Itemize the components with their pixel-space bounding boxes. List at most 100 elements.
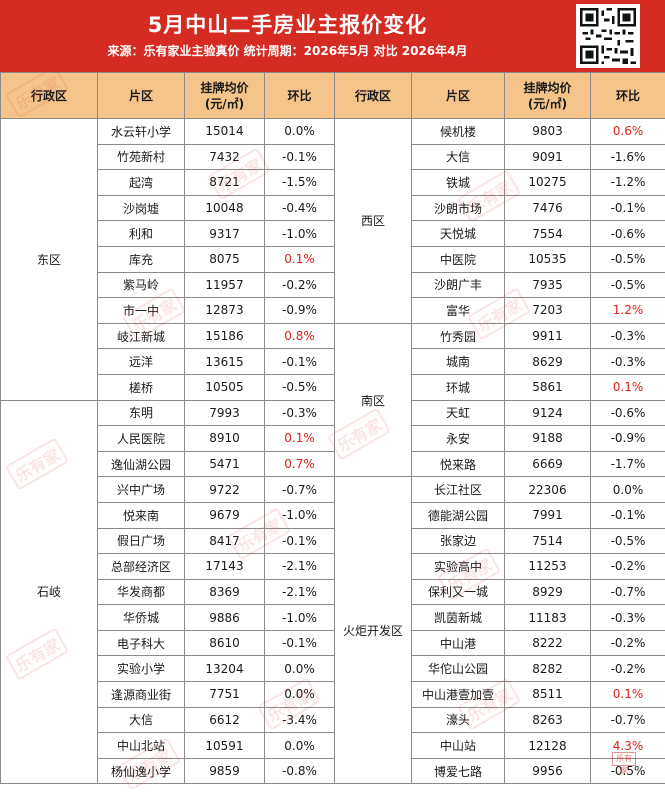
price-cell: 8629 bbox=[504, 348, 591, 375]
area-cell: 中山站 bbox=[411, 732, 505, 759]
district-cell: 东区 bbox=[0, 118, 98, 401]
area-cell: 水云轩小学 bbox=[97, 118, 185, 145]
change-cell: -0.6% bbox=[590, 399, 665, 427]
area-cell: 假日广场 bbox=[97, 527, 185, 555]
change-cell: -0.2% bbox=[590, 553, 665, 580]
change-cell: 0.8% bbox=[264, 322, 335, 350]
table-row: 逸仙湖公园 5471 0.7% 悦来路 6669 -1.7% bbox=[1, 450, 665, 478]
area-cell: 实验小学 bbox=[97, 655, 185, 683]
district-cell: 西区 bbox=[334, 118, 412, 324]
change-cell: 0.1% bbox=[264, 425, 335, 452]
change-cell: -0.7% bbox=[264, 476, 335, 503]
change-cell: -0.3% bbox=[590, 604, 665, 631]
change-cell: -0.7% bbox=[590, 706, 665, 734]
header-district: 行政区 bbox=[0, 72, 98, 119]
table-row: 库充 8075 0.1% 中医院 10535 -0.5% bbox=[1, 245, 665, 273]
area-cell: 环城 bbox=[411, 373, 505, 401]
change-cell: -1.7% bbox=[590, 450, 665, 478]
price-cell: 9091 bbox=[504, 143, 591, 171]
price-cell: 13204 bbox=[184, 655, 265, 683]
area-cell: 总部经济区 bbox=[97, 553, 185, 580]
price-cell: 10591 bbox=[184, 732, 265, 759]
table-row: 电子科大 8610 -0.1% 中山港 8222 -0.2% bbox=[1, 629, 665, 657]
change-cell: -1.0% bbox=[264, 604, 335, 631]
price-cell: 8721 bbox=[184, 169, 265, 196]
area-cell: 富华 bbox=[411, 297, 505, 324]
table-row: 竹苑新村 7432 -0.1% 大信 9091 -1.6% bbox=[1, 143, 665, 171]
price-cell: 7476 bbox=[504, 194, 591, 222]
area-cell: 竹苑新村 bbox=[97, 143, 185, 171]
area-cell: 逸仙湖公园 bbox=[97, 450, 185, 478]
change-cell: -0.1% bbox=[264, 348, 335, 375]
table-row: 利和 9317 -1.0% 天悦城 7554 -0.6% bbox=[1, 220, 665, 247]
table-row: 东区 水云轩小学 15014 0.0% 西区 候机楼 9803 0.6% bbox=[0, 118, 665, 401]
change-cell: 0.1% bbox=[590, 373, 665, 401]
price-cell: 8222 bbox=[504, 629, 591, 657]
page-subtitle: 来源：乐有家业主验真价 统计周期：2026年5月 对比 2026年4月 bbox=[107, 44, 468, 58]
area-cell: 城南 bbox=[411, 348, 505, 375]
area-cell: 德能湖公园 bbox=[411, 501, 505, 529]
header-district: 行政区 bbox=[334, 72, 412, 119]
change-cell: -0.9% bbox=[264, 297, 335, 324]
change-cell: -1.0% bbox=[264, 220, 335, 247]
price-cell: 12128 bbox=[504, 732, 591, 759]
area-cell: 岐江新城 bbox=[97, 322, 185, 350]
change-cell: -0.4% bbox=[264, 194, 335, 222]
price-cell: 9886 bbox=[184, 604, 265, 631]
table-row: 市一中 12873 -0.9% 富华 7203 1.2% bbox=[1, 297, 665, 324]
area-cell: 天虹 bbox=[411, 399, 505, 427]
table-row: 岐江新城 15186 0.8% 南区 竹秀园 9911 -0.3% bbox=[1, 322, 665, 478]
change-cell: 0.6% bbox=[590, 118, 665, 145]
price-cell: 7993 bbox=[184, 399, 265, 427]
table-row: 槎桥 10505 -0.5% 环城 5861 0.1% bbox=[1, 373, 665, 401]
price-cell: 6612 bbox=[184, 706, 265, 734]
area-cell: 华侨城 bbox=[97, 604, 185, 631]
price-cell: 10048 bbox=[184, 194, 265, 222]
price-cell: 7514 bbox=[504, 527, 591, 555]
change-cell: -0.5% bbox=[264, 373, 335, 401]
price-cell: 9803 bbox=[504, 118, 591, 145]
price-cell: 7751 bbox=[184, 681, 265, 708]
table-row: 假日广场 8417 -0.1% 张家边 7514 -0.5% bbox=[1, 527, 665, 555]
change-cell: -0.5% bbox=[590, 757, 665, 785]
table-row: 杨仙逸小学 9859 -0.8% 博爱七路 9956 -0.5% bbox=[1, 757, 665, 785]
change-cell: -0.3% bbox=[264, 399, 335, 427]
change-cell: -0.1% bbox=[590, 501, 665, 529]
area-cell: 悦来路 bbox=[411, 450, 505, 478]
table-row: 紫马岭 11957 -0.2% 沙朗广丰 7935 -0.5% bbox=[1, 271, 665, 299]
area-cell: 东明 bbox=[97, 399, 185, 427]
table-row: 远洋 13615 -0.1% 城南 8629 -0.3% bbox=[1, 348, 665, 375]
price-cell: 8910 bbox=[184, 425, 265, 452]
change-cell: -0.2% bbox=[590, 655, 665, 683]
brand-stamp-logo: 乐有家 bbox=[612, 752, 636, 775]
change-cell: -0.8% bbox=[264, 757, 335, 785]
area-cell: 张家边 bbox=[411, 527, 505, 555]
area-cell: 永安 bbox=[411, 425, 505, 452]
area-cell: 中医院 bbox=[411, 245, 505, 273]
area-cell: 紫马岭 bbox=[97, 271, 185, 299]
area-cell: 博爱七路 bbox=[411, 757, 505, 785]
area-cell: 保利又一城 bbox=[411, 578, 505, 606]
table-row: 起湾 8721 -1.5% 铁城 10275 -1.2% bbox=[1, 169, 665, 196]
change-cell: -0.6% bbox=[590, 220, 665, 247]
price-cell: 8929 bbox=[504, 578, 591, 606]
price-cell: 9317 bbox=[184, 220, 265, 247]
table-row: 大信 6612 -3.4% 濠头 8263 -0.7% bbox=[1, 706, 665, 734]
price-cell: 17143 bbox=[184, 553, 265, 580]
price-cell: 8610 bbox=[184, 629, 265, 657]
change-cell: -3.4% bbox=[264, 706, 335, 734]
district-cell: 南区 bbox=[334, 322, 412, 478]
area-cell: 槎桥 bbox=[97, 373, 185, 401]
change-cell: -2.1% bbox=[264, 578, 335, 606]
area-cell: 长江社区 bbox=[411, 476, 505, 503]
price-cell: 9124 bbox=[504, 399, 591, 427]
area-cell: 沙岗墟 bbox=[97, 194, 185, 222]
area-cell: 中山港 bbox=[411, 629, 505, 657]
price-cell: 9722 bbox=[184, 476, 265, 503]
price-cell: 9188 bbox=[504, 425, 591, 452]
change-cell: 1.2% bbox=[590, 297, 665, 324]
district-cell: 火炬开发区 bbox=[334, 476, 412, 785]
change-cell: 0.1% bbox=[264, 245, 335, 273]
area-cell: 市一中 bbox=[97, 297, 185, 324]
area-cell: 杨仙逸小学 bbox=[97, 757, 185, 785]
